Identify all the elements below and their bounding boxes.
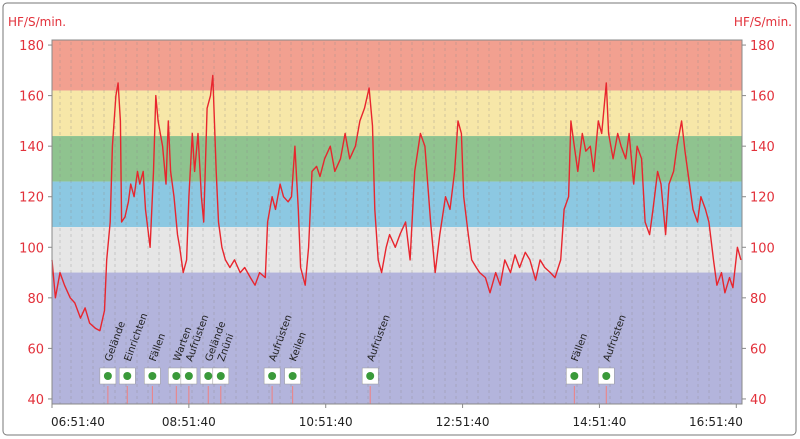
y2-axis-title: HF/S/min. xyxy=(734,15,792,29)
y-tick-label: 180 xyxy=(19,39,44,54)
y2-tick-label: 40 xyxy=(750,393,767,408)
x-tick-label: 06:51:40 xyxy=(51,415,105,429)
y-tick-label: 60 xyxy=(27,342,44,357)
y2-tick-label: 140 xyxy=(750,140,775,155)
y-tick-label: 140 xyxy=(19,140,44,155)
x-tick-label: 16:51:40 xyxy=(689,415,743,429)
x-tick-label: 10:51:40 xyxy=(299,415,353,429)
minor-grid xyxy=(52,40,742,404)
y-tick-label: 40 xyxy=(27,393,44,408)
event-icon-glyph xyxy=(366,372,375,380)
y2-tick-label: 120 xyxy=(750,191,775,206)
event-icon-glyph xyxy=(570,372,579,380)
event-icon-glyph xyxy=(172,372,181,380)
y-tick-label: 120 xyxy=(19,191,44,206)
plot-border xyxy=(51,39,743,405)
y2-tick-label: 180 xyxy=(750,39,775,54)
y2-tick-label: 160 xyxy=(750,90,775,105)
x-tick-label: 08:51:40 xyxy=(162,415,216,429)
y2-tick-label: 80 xyxy=(750,292,767,307)
x-tick-label: 12:51:40 xyxy=(436,415,490,429)
event-icon-glyph xyxy=(204,372,213,380)
event-icon-glyph xyxy=(103,372,112,380)
y-tick-label: 80 xyxy=(27,292,44,307)
y2-tick-label: 100 xyxy=(750,241,775,256)
hr-line xyxy=(51,74,742,332)
event-icon-glyph xyxy=(184,372,193,380)
event-icon-glyph xyxy=(123,372,132,380)
x-tick-label: 14:51:40 xyxy=(572,415,626,429)
y-tick-label: 160 xyxy=(19,90,44,105)
y-tick-label: 100 xyxy=(19,241,44,256)
y-axis-title: HF/S/min. xyxy=(8,15,66,29)
event-icon-glyph xyxy=(148,372,157,380)
plot xyxy=(51,74,742,404)
event-icon-glyph xyxy=(288,372,297,380)
y2-tick-label: 60 xyxy=(750,342,767,357)
event-icon-glyph xyxy=(268,372,277,380)
event-icon-glyph xyxy=(602,372,611,380)
event-icon-glyph xyxy=(216,372,225,380)
